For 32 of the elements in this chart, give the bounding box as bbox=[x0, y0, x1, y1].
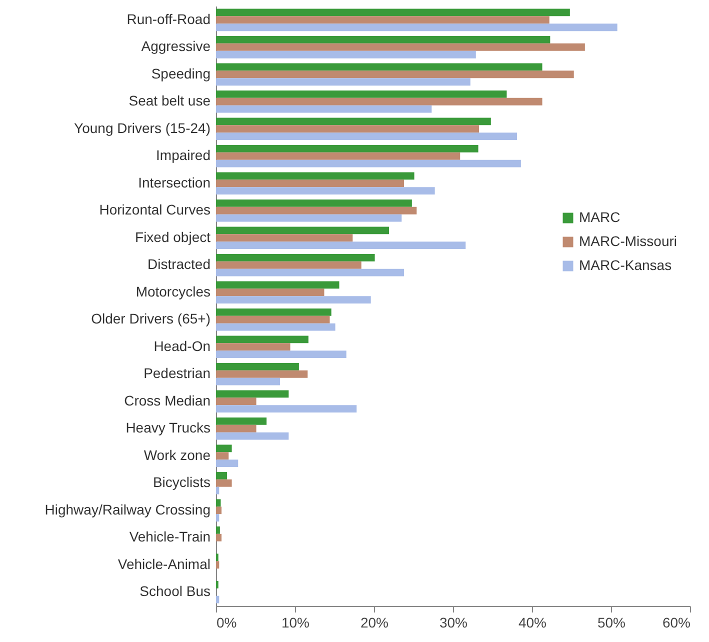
y-tick-label: Fixed object bbox=[135, 228, 211, 245]
legend-label: MARC-Kansas bbox=[579, 257, 672, 273]
y-tick-label: Heavy Trucks bbox=[126, 420, 210, 436]
y-tick-label: Vehicle-Animal bbox=[118, 556, 210, 572]
x-tick-label: 50% bbox=[597, 614, 626, 630]
y-tick-label: Distracted bbox=[147, 256, 210, 272]
y-tick-label: Cross Median bbox=[124, 392, 210, 408]
x-tick-label: 10% bbox=[281, 614, 310, 630]
y-tick-label: School Bus bbox=[140, 583, 210, 600]
x-tick-label: 60% bbox=[662, 614, 690, 630]
y-tick-label: Vehicle-Train bbox=[129, 528, 210, 545]
y-tick-label: Impaired bbox=[156, 147, 210, 164]
legend-label: MARC-Missouri bbox=[579, 233, 677, 249]
x-tick-label: 0% bbox=[216, 614, 237, 630]
y-tick-label: Intersection bbox=[138, 174, 210, 190]
x-tick-label: 20% bbox=[360, 614, 389, 630]
y-tick-label: Seat belt use bbox=[128, 92, 211, 109]
x-tick-label: 30% bbox=[439, 614, 468, 630]
legend-label: MARC bbox=[579, 209, 620, 225]
y-tick-label: Older Drivers (65+) bbox=[91, 310, 210, 327]
y-tick-label: Aggressive bbox=[141, 38, 211, 54]
y-tick-label: Speeding bbox=[151, 65, 210, 82]
x-tick-label: 40% bbox=[518, 614, 547, 630]
y-tick-label: Pedestrian bbox=[144, 365, 210, 382]
y-tick-label: Head-On bbox=[154, 338, 210, 354]
y-tick-label: Young Drivers (15-24) bbox=[74, 120, 210, 136]
y-tick-label: Horizontal Curves bbox=[99, 202, 210, 218]
y-tick-label: Highway/Railway Crossing bbox=[44, 501, 210, 518]
y-tick-label: Run-off-Road bbox=[126, 10, 210, 27]
y-tick-label: Motorcycles bbox=[136, 283, 210, 300]
y-tick-label: Work zone bbox=[144, 446, 211, 463]
y-tick-label: Bicyclists bbox=[152, 474, 210, 490]
